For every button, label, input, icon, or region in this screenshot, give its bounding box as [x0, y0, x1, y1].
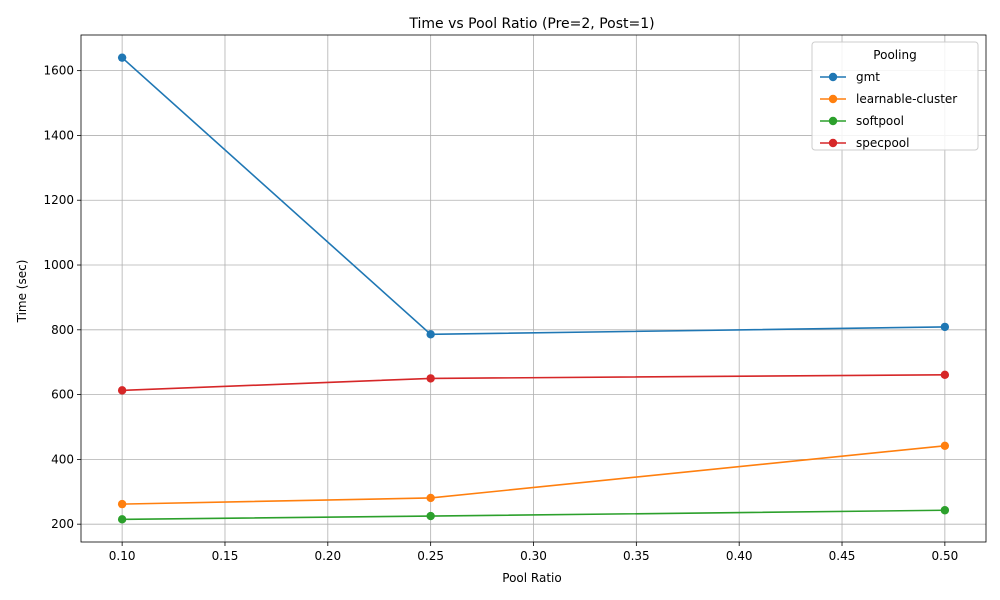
data-point-softpool — [940, 506, 950, 515]
x-tick-label: 0.25 — [417, 549, 444, 563]
legend-marker — [828, 72, 838, 82]
legend-label: learnable-cluster — [856, 92, 957, 106]
data-point-gmt — [940, 322, 950, 332]
y-tick-label: 600 — [51, 388, 74, 402]
data-point-gmt — [426, 330, 435, 339]
x-tick-label: 0.40 — [726, 549, 753, 563]
data-point-learnable-cluster — [940, 441, 950, 450]
data-point-learnable-cluster — [117, 499, 127, 509]
y-tick-label: 1400 — [43, 128, 74, 142]
x-tick-label: 0.20 — [314, 549, 341, 563]
x-tick-label: 0.15 — [212, 549, 239, 563]
legend: Pooling gmt learnable-cluster softpool spec… — [811, 41, 979, 151]
legend-marker — [828, 116, 838, 126]
x-axis-title: Pool Ratio — [502, 571, 561, 585]
data-point-gmt — [117, 53, 127, 62]
legend-item-learnable-cluster: learnable-cluster — [820, 92, 957, 106]
legend-box — [811, 41, 979, 151]
series-gmt — [117, 53, 950, 339]
y-axis-title: Time (sec) — [15, 260, 29, 324]
data-point-specpool — [117, 386, 127, 395]
y-tick-label: 200 — [51, 517, 74, 531]
data-point-learnable-cluster — [426, 493, 435, 503]
legend-item-softpool: softpool — [820, 114, 904, 128]
legend-item-gmt: gmt — [820, 70, 880, 84]
legend-items: gmt learnable-cluster softpool specpool — [820, 70, 957, 150]
x-axis-ticks: 0.10 0.15 0.20 0.25 0.30 0.35 0.40 0.45 0.50 — [109, 542, 958, 563]
legend-label: specpool — [856, 136, 909, 150]
x-tick-label: 0.35 — [623, 549, 650, 563]
y-tick-label: 1200 — [43, 193, 74, 207]
legend-label: softpool — [856, 114, 904, 128]
legend-marker — [828, 94, 838, 104]
series-learnable-cluster — [117, 441, 950, 509]
series-specpool — [117, 370, 950, 395]
x-tick-label: 0.10 — [109, 549, 136, 563]
legend-title: Pooling — [873, 48, 916, 62]
data-point-softpool — [117, 515, 127, 524]
y-axis-ticks: 200 400 600 800 1000 1200 1400 1600 — [43, 64, 81, 531]
x-tick-label: 0.45 — [829, 549, 856, 563]
legend-label: gmt — [856, 70, 880, 84]
y-tick-label: 800 — [51, 323, 74, 337]
chart-title: Time vs Pool Ratio (Pre=2, Post=1) — [408, 16, 654, 32]
data-point-softpool — [426, 511, 435, 521]
data-point-specpool — [940, 370, 950, 380]
series-softpool — [117, 506, 950, 524]
y-tick-label: 400 — [51, 452, 74, 466]
series-layer — [117, 53, 950, 524]
y-tick-label: 1000 — [43, 258, 74, 272]
y-tick-label: 1600 — [43, 64, 74, 78]
data-point-specpool — [426, 374, 435, 383]
x-tick-label: 0.30 — [520, 549, 547, 563]
legend-marker — [828, 138, 838, 148]
legend-item-specpool: specpool — [820, 136, 909, 150]
x-tick-label: 0.50 — [932, 549, 959, 563]
